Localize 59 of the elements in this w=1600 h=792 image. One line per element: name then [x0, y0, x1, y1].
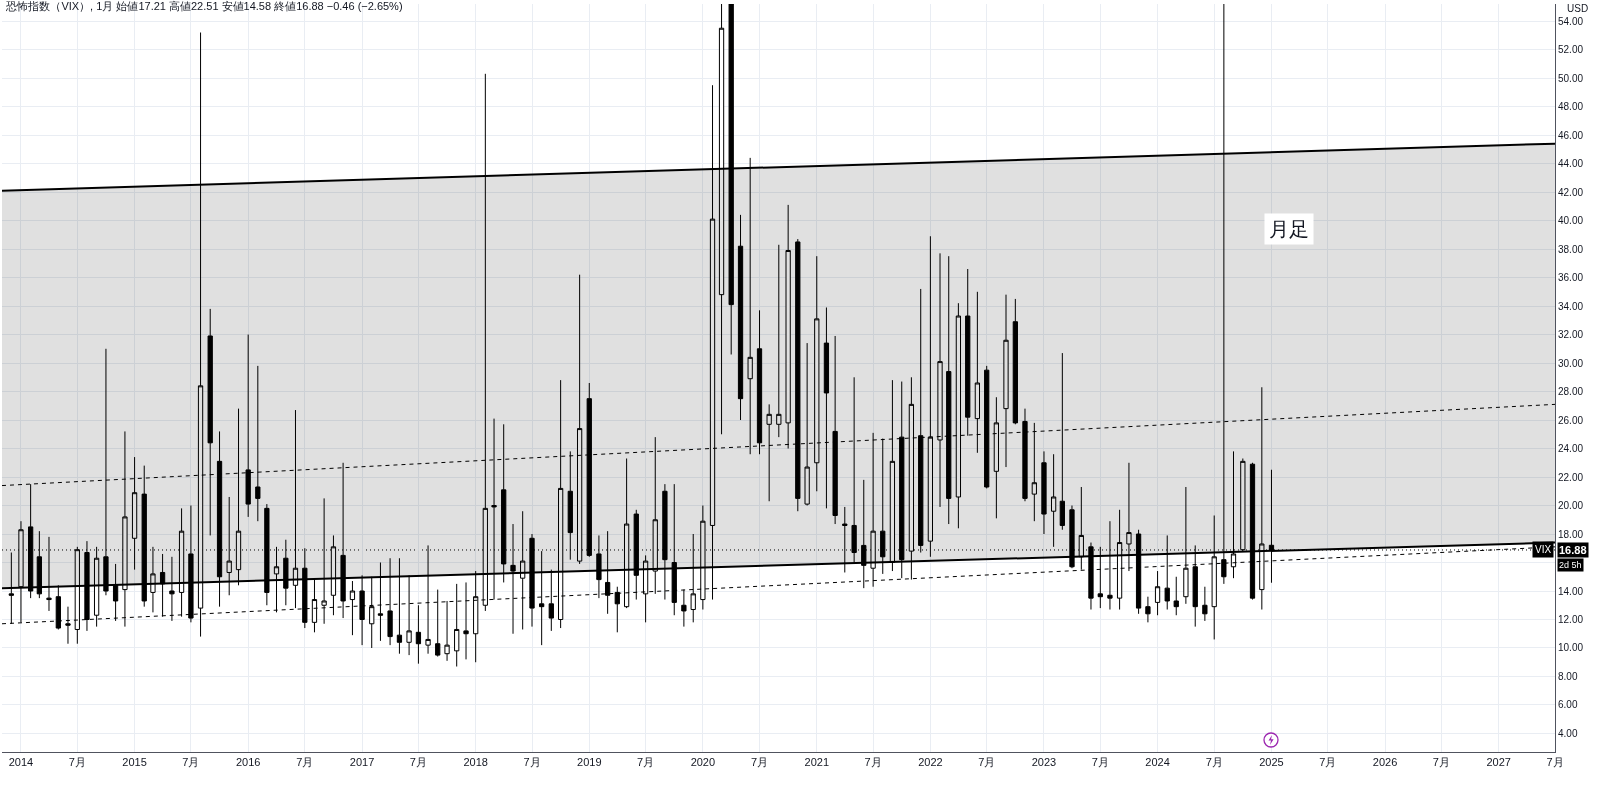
- y-tick-label: 14.00: [1558, 585, 1584, 597]
- x-tick-label: 7月: [750, 756, 769, 769]
- x-tick-label: 7月: [1546, 756, 1564, 769]
- x-tick-label: 2016: [235, 756, 261, 769]
- x-tick-label: 7月: [978, 756, 996, 769]
- y-tick-label: 32.00: [1558, 329, 1584, 341]
- x-tick-label: 7月: [1319, 756, 1337, 769]
- y-tick-label: 10.00: [1558, 642, 1584, 654]
- y-tick-label: 12.00: [1558, 614, 1584, 625]
- y-tick-label: 24.00: [1558, 443, 1584, 455]
- y-tick-label: 48.00: [1558, 101, 1584, 113]
- chart-title: 恐怖指数（VIX）, 1月 始値17.21 高値22.51 安値14.58 終値16.88 −0.46 (−2.65%): [5, 0, 403, 13]
- y-tick-label: 28.00: [1558, 386, 1584, 398]
- x-tick-label: 2014: [8, 756, 34, 769]
- x-tick-label: 7月: [182, 756, 200, 769]
- y-axis-title: USD: [1567, 3, 1589, 14]
- y-tick-label: 36.00: [1558, 272, 1584, 284]
- x-tick-label: 7月: [637, 756, 655, 769]
- y-tick-label: 8.00: [1558, 670, 1578, 682]
- x-tick-label: 2018: [463, 756, 488, 769]
- x-tick-label: 7月: [296, 756, 314, 769]
- y-tick-label: 6.00: [1558, 699, 1578, 711]
- y-tick-label: 22.00: [1558, 471, 1584, 483]
- y-tick-label: 44.00: [1558, 158, 1584, 170]
- x-tick-label: 7月: [1091, 756, 1109, 769]
- x-tick-label: 2027: [1486, 756, 1511, 769]
- y-tick-label: 4.00: [1558, 727, 1578, 739]
- y-tick-label: 20.00: [1558, 500, 1584, 512]
- y-tick-label: 42.00: [1558, 186, 1584, 198]
- y-tick-label: 50.00: [1558, 72, 1584, 84]
- y-tick-label: 54.00: [1558, 15, 1584, 27]
- text: 2d 5h: [1559, 560, 1582, 570]
- x-tick-label: 2026: [1372, 756, 1398, 769]
- x-tick-label: 7月: [1205, 756, 1223, 769]
- y-tick-label: 46.00: [1558, 129, 1584, 141]
- y-tick-label: 18.00: [1558, 528, 1584, 540]
- x-tick-label: 2020: [690, 756, 716, 769]
- x-tick-label: 2022: [918, 756, 943, 769]
- x-tick-label: 2025: [1259, 756, 1284, 769]
- y-tick-label: 38.00: [1558, 243, 1584, 255]
- x-tick-label: 2024: [1145, 756, 1170, 769]
- ref-line-label: VIX: [1535, 544, 1552, 555]
- x-tick-label: 2023: [1031, 756, 1057, 769]
- x-tick-label: 7月: [409, 756, 427, 769]
- x-tick-label: 7月: [864, 756, 882, 769]
- y-tick-label: 40.00: [1558, 215, 1584, 227]
- x-tick-label: 7月: [523, 756, 541, 769]
- x-tick-label: 2015: [122, 756, 147, 769]
- x-tick-label: 2017: [349, 756, 375, 769]
- y-tick-label: 34.00: [1558, 300, 1584, 312]
- x-tick-label: 2021: [804, 756, 830, 769]
- text: 16.88: [1559, 544, 1587, 556]
- y-tick-label: 52.00: [1558, 44, 1584, 56]
- annotation: 月足: [1269, 218, 1309, 240]
- x-tick-label: 7月: [1432, 756, 1450, 769]
- y-tick-label: 26.00: [1558, 414, 1584, 426]
- x-tick-label: 2019: [577, 756, 602, 769]
- y-tick-label: 30.00: [1558, 357, 1584, 369]
- x-tick-label: 7月: [68, 756, 86, 769]
